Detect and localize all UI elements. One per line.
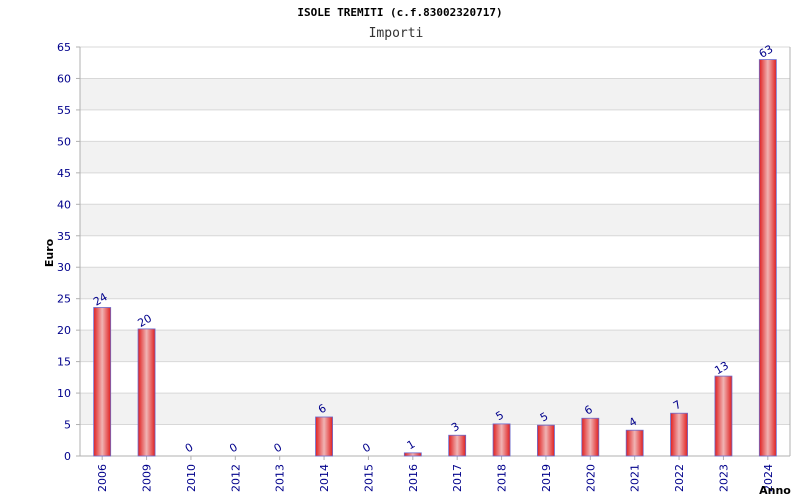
y-tick-label: 15 (57, 356, 71, 369)
y-tick-label: 65 (57, 41, 71, 54)
x-tick-label: 2023 (717, 464, 730, 492)
x-tick-label: 2017 (451, 464, 464, 492)
y-tick-label: 45 (57, 167, 71, 180)
data-label: 0 (360, 441, 373, 456)
data-label: 13 (712, 359, 731, 377)
y-tick-label: 60 (57, 72, 71, 85)
y-tick-label: 20 (57, 324, 71, 337)
x-tick-labels: 2006 2009 2010 2012 2013 2014 2015 2016 2017 2018… (96, 464, 775, 492)
data-label: 0 (183, 441, 196, 456)
bar (403, 452, 422, 457)
y-tick-label: 30 (57, 261, 71, 274)
bar (448, 434, 467, 457)
plot-bands (80, 78, 790, 425)
data-label: 1 (405, 437, 418, 452)
plot-band (80, 330, 790, 362)
bar (758, 59, 777, 457)
gridlines (80, 46, 790, 457)
plot-band (80, 204, 790, 236)
x-tick-label: 2018 (496, 464, 509, 492)
x-tick-label: 2013 (274, 464, 287, 492)
chart-title: ISOLE TREMITI (c.f.83002320717) (297, 6, 502, 19)
y-tick-label: 35 (57, 230, 71, 243)
x-tick-label: 2022 (673, 464, 686, 492)
y-tick-label: 55 (57, 104, 71, 117)
bar (315, 416, 333, 457)
bars (93, 59, 777, 457)
chart-subtitle: Importi (369, 26, 424, 41)
y-tick-labels: 0 5 10 15 20 25 30 35 40 45 50 55 60 65 (57, 41, 71, 463)
plot-band (80, 267, 790, 299)
x-tick-label: 2024 (762, 464, 775, 492)
bar (625, 429, 644, 457)
plot-band (80, 78, 790, 110)
y-axis-title: Euro (43, 238, 56, 267)
x-tick-label: 2012 (229, 464, 242, 492)
y-tick-label: 5 (64, 419, 71, 432)
x-tick-label: 2016 (407, 464, 420, 492)
bar (670, 412, 688, 457)
y-tick-label: 40 (57, 198, 71, 211)
bar (714, 375, 733, 457)
y-tick-label: 50 (57, 135, 71, 148)
x-tick-label: 2015 (362, 464, 375, 492)
x-tick-label: 2010 (185, 464, 198, 492)
data-label: 0 (272, 441, 285, 456)
x-tick-label: 2009 (141, 464, 154, 492)
y-tick-label: 25 (57, 293, 71, 306)
x-axis-title: Anno (759, 484, 791, 497)
data-label: 63 (757, 42, 776, 60)
bar (581, 417, 600, 457)
x-tick-label: 2021 (629, 464, 642, 492)
x-tick-label: 2019 (540, 464, 553, 492)
bar (93, 307, 112, 457)
bar (137, 328, 156, 457)
y-tick-label: 0 (64, 450, 71, 463)
x-tick-label: 2006 (96, 464, 109, 492)
bar (492, 423, 511, 457)
plot-band (80, 141, 790, 173)
y-tick-label: 10 (57, 387, 71, 400)
bar (537, 424, 555, 457)
x-tick-label: 2020 (584, 464, 597, 492)
data-label: 20 (136, 312, 155, 330)
data-label: 24 (91, 290, 110, 308)
data-label: 0 (227, 441, 240, 456)
x-tick-label: 2014 (318, 464, 331, 492)
